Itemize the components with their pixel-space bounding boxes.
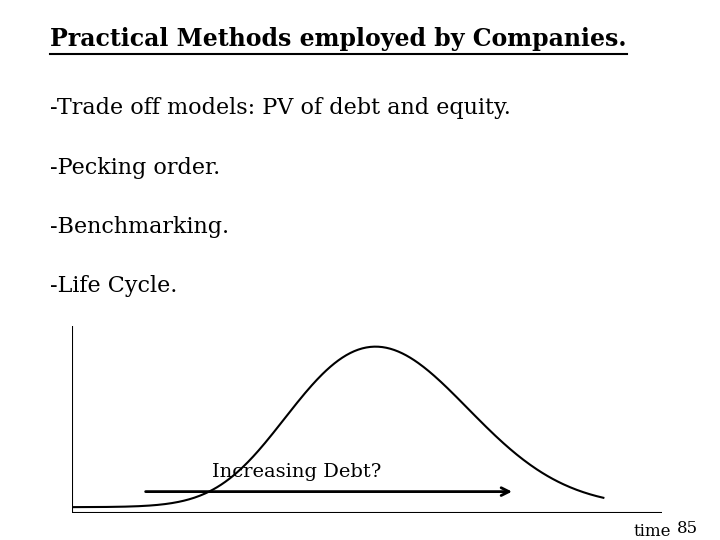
Text: Increasing Debt?: Increasing Debt? (212, 463, 381, 481)
Text: -Benchmarking.: -Benchmarking. (50, 216, 230, 238)
Text: -Pecking order.: -Pecking order. (50, 157, 220, 179)
Text: 85: 85 (678, 521, 698, 537)
Text: time: time (634, 523, 671, 539)
Text: Practical Methods employed by Companies.: Practical Methods employed by Companies. (50, 27, 627, 51)
Text: -Trade off models: PV of debt and equity.: -Trade off models: PV of debt and equity… (50, 97, 511, 119)
Text: -Life Cycle.: -Life Cycle. (50, 275, 178, 298)
